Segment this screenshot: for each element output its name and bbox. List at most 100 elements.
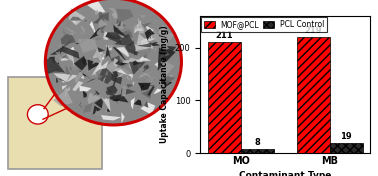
Polygon shape	[116, 9, 133, 23]
Text: 8: 8	[255, 138, 260, 147]
Polygon shape	[132, 81, 134, 86]
Circle shape	[45, 0, 181, 125]
Bar	[208, 42, 241, 153]
Polygon shape	[171, 70, 175, 72]
Bar	[297, 37, 330, 153]
Polygon shape	[107, 89, 117, 97]
Polygon shape	[98, 66, 115, 84]
Polygon shape	[96, 72, 103, 80]
Polygon shape	[70, 68, 73, 72]
Polygon shape	[64, 47, 75, 53]
Polygon shape	[112, 47, 129, 64]
Polygon shape	[77, 39, 97, 53]
Polygon shape	[154, 35, 168, 42]
Polygon shape	[155, 72, 158, 75]
Polygon shape	[109, 43, 116, 48]
Polygon shape	[143, 65, 149, 69]
Polygon shape	[158, 47, 176, 71]
Polygon shape	[111, 70, 118, 77]
Polygon shape	[141, 89, 151, 99]
Polygon shape	[87, 59, 101, 71]
Polygon shape	[61, 46, 80, 59]
Polygon shape	[105, 45, 111, 59]
Polygon shape	[93, 90, 98, 96]
Polygon shape	[73, 19, 76, 25]
Polygon shape	[101, 31, 104, 33]
Polygon shape	[101, 115, 121, 120]
Polygon shape	[121, 27, 133, 32]
Polygon shape	[163, 38, 167, 43]
Polygon shape	[49, 57, 55, 65]
Polygon shape	[152, 28, 159, 38]
Polygon shape	[153, 89, 163, 94]
Polygon shape	[140, 14, 147, 18]
Polygon shape	[66, 70, 73, 82]
Polygon shape	[83, 101, 93, 113]
Polygon shape	[133, 98, 137, 99]
Polygon shape	[156, 25, 167, 35]
Polygon shape	[121, 36, 124, 42]
Polygon shape	[55, 49, 56, 58]
Polygon shape	[61, 85, 68, 90]
Bar	[330, 143, 363, 153]
Polygon shape	[90, 85, 94, 96]
Polygon shape	[139, 56, 151, 61]
Polygon shape	[60, 54, 67, 59]
Polygon shape	[116, 47, 129, 57]
Polygon shape	[122, 92, 124, 93]
Polygon shape	[143, 49, 147, 58]
Polygon shape	[166, 51, 170, 56]
Polygon shape	[123, 58, 137, 70]
Polygon shape	[81, 58, 87, 66]
Polygon shape	[136, 51, 150, 61]
Polygon shape	[138, 71, 154, 79]
Polygon shape	[143, 63, 149, 73]
Polygon shape	[118, 60, 127, 71]
Polygon shape	[62, 51, 76, 56]
Polygon shape	[136, 28, 143, 31]
Polygon shape	[130, 54, 133, 57]
Polygon shape	[147, 86, 155, 96]
Polygon shape	[144, 101, 149, 108]
Polygon shape	[161, 59, 175, 79]
Polygon shape	[140, 102, 155, 115]
Polygon shape	[81, 75, 84, 79]
Text: 19: 19	[340, 132, 352, 141]
Polygon shape	[133, 92, 139, 101]
Polygon shape	[133, 51, 139, 56]
Polygon shape	[130, 62, 134, 70]
Polygon shape	[161, 78, 172, 87]
Polygon shape	[95, 47, 102, 59]
Polygon shape	[103, 76, 106, 83]
Polygon shape	[90, 35, 95, 36]
Polygon shape	[95, 10, 98, 15]
Polygon shape	[70, 17, 82, 21]
Polygon shape	[93, 106, 101, 115]
Polygon shape	[94, 98, 103, 108]
Y-axis label: Uptake Capacitance (mg/g): Uptake Capacitance (mg/g)	[160, 26, 169, 143]
Polygon shape	[91, 62, 102, 76]
Polygon shape	[129, 71, 139, 80]
Polygon shape	[93, 81, 94, 84]
Polygon shape	[135, 34, 154, 51]
Polygon shape	[148, 33, 157, 42]
Polygon shape	[113, 65, 122, 73]
Polygon shape	[79, 86, 91, 91]
Polygon shape	[60, 34, 76, 45]
Polygon shape	[101, 18, 103, 21]
Polygon shape	[78, 70, 92, 80]
Polygon shape	[113, 72, 119, 86]
Polygon shape	[65, 87, 67, 97]
Polygon shape	[87, 1, 105, 13]
Polygon shape	[79, 39, 88, 44]
Polygon shape	[127, 75, 129, 81]
Polygon shape	[131, 96, 135, 109]
Polygon shape	[98, 47, 105, 53]
Polygon shape	[75, 43, 79, 44]
Polygon shape	[95, 18, 108, 30]
Polygon shape	[136, 42, 151, 48]
Polygon shape	[53, 73, 78, 83]
Polygon shape	[144, 41, 147, 51]
Polygon shape	[65, 15, 77, 27]
Polygon shape	[129, 62, 146, 75]
